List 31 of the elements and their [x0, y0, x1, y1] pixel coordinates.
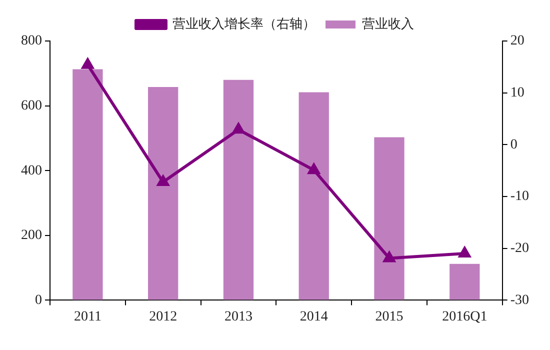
bar: [374, 137, 404, 300]
point: [383, 252, 396, 262]
y2-tick-label: -20: [510, 241, 530, 256]
point: [232, 123, 244, 134]
y-tick-label: 0: [35, 292, 42, 308]
x-tick-label: 2012: [149, 309, 178, 324]
bar: [298, 92, 329, 300]
x-tick-label: 2014: [300, 309, 328, 324]
y-tick-label: 400: [21, 163, 42, 178]
x-tick-label: 2015: [375, 309, 404, 324]
bar: [450, 264, 480, 300]
y2-tick-label: 0: [510, 137, 518, 152]
point: [308, 164, 320, 174]
x-tick-label: 2013: [224, 309, 252, 324]
y2-tick-label: 10: [510, 86, 524, 101]
y2-tick-label: 20: [510, 34, 524, 49]
bar: [148, 87, 178, 300]
y-tick-label: 600: [21, 98, 42, 114]
x-tick-label: 2016Q1: [442, 309, 488, 324]
bar: [72, 69, 103, 300]
y-tick-label: 800: [21, 34, 42, 49]
y2-tick-label: -30: [510, 292, 530, 308]
point: [157, 176, 169, 186]
y2-tick-label: -10: [510, 189, 530, 204]
point: [458, 247, 470, 258]
y-tick-label: 200: [21, 228, 42, 244]
point: [82, 58, 94, 69]
legend-label: 营业收入增长率（右轴）: [172, 16, 316, 31]
x-tick-label: 2011: [74, 309, 102, 324]
legend-label: 营业收入: [362, 16, 414, 31]
bar: [223, 80, 254, 300]
